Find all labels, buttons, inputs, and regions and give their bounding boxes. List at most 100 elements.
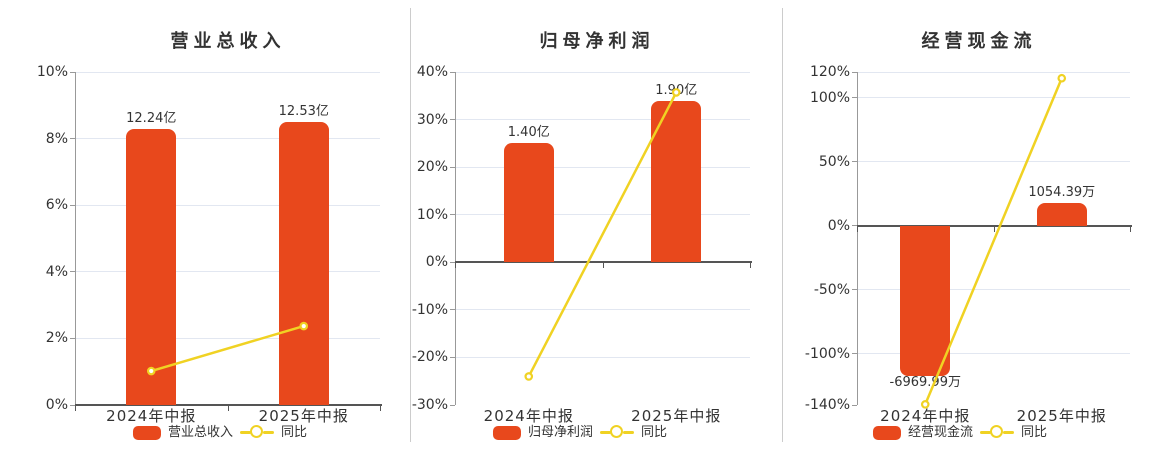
y-axis-tick-label: -100%	[804, 345, 850, 362]
y-axis-tick-label: 10%	[416, 206, 448, 223]
y-axis-tick-label: -50%	[813, 281, 850, 298]
y-axis-tick	[852, 353, 857, 355]
bar-value-label: -6969.99万	[889, 374, 961, 390]
x-axis-tick	[455, 263, 456, 269]
y-axis-tick	[70, 271, 75, 273]
yoy-line-marker	[146, 366, 156, 376]
y-axis-line	[857, 72, 858, 405]
yoy-line	[527, 91, 678, 378]
legend-line-marker[interactable]	[600, 425, 634, 440]
legend: 经营现金流 同比	[872, 425, 1048, 440]
y-axis-line	[75, 72, 76, 405]
y-axis-tick	[450, 214, 455, 216]
legend: 营业总收入 同比	[132, 425, 308, 440]
gridline	[455, 356, 750, 358]
y-axis-tick	[70, 138, 75, 140]
bar	[503, 143, 554, 263]
x-axis-category-label: 2024年中报	[880, 407, 971, 425]
y-axis-tick	[450, 356, 455, 358]
chart-title: 营业总收入	[170, 30, 286, 52]
y-axis-tick	[70, 71, 75, 73]
legend: 归母净利润 同比	[492, 425, 668, 440]
y-axis-tick-label: 8%	[45, 130, 68, 147]
x-axis-zero-line	[857, 224, 1132, 227]
x-axis-tick	[993, 226, 995, 232]
yoy-line-marker	[920, 400, 930, 409]
legend-line-marker[interactable]	[240, 425, 274, 440]
x-axis-tick	[75, 406, 76, 411]
bar-value-label: 1.40亿	[507, 125, 550, 141]
x-axis-zero-line	[75, 404, 382, 406]
x-axis-tick	[750, 263, 751, 269]
gridline	[857, 353, 1130, 355]
y-axis-tick	[852, 71, 857, 73]
gridline	[857, 97, 1130, 99]
legend-line-label[interactable]: 同比	[641, 425, 668, 440]
bar-value-label: 1.90亿	[655, 82, 698, 98]
yoy-line-marker	[1057, 73, 1067, 83]
gridline	[75, 71, 380, 73]
x-axis-category-label: 2025年中报	[258, 407, 349, 425]
bar	[651, 100, 702, 263]
yoy-line	[150, 324, 305, 373]
bar-value-label: 12.53亿	[278, 103, 329, 119]
legend-bar-label[interactable]: 归母净利润	[527, 425, 593, 440]
y-axis-tick-label: 50%	[818, 153, 850, 170]
yoy-line	[924, 77, 1063, 405]
y-axis-tick-label: 0%	[425, 254, 448, 271]
bar-value-label: 1054.39万	[1028, 185, 1096, 201]
legend-line-label[interactable]: 同比	[281, 425, 308, 440]
x-axis-zero-line	[455, 261, 752, 264]
bar	[900, 225, 951, 376]
chart-title: 归母净利润	[539, 30, 655, 52]
x-axis-tick	[1130, 226, 1131, 232]
y-axis-tick-label: 30%	[416, 111, 448, 128]
gridline	[455, 119, 750, 121]
y-axis-tick	[450, 309, 455, 311]
y-axis-tick	[450, 119, 455, 121]
legend-bar-label[interactable]: 营业总收入	[167, 425, 233, 440]
yoy-line-marker	[524, 372, 534, 381]
y-axis-tick-label: -30%	[411, 397, 448, 413]
y-axis-tick-label: -10%	[411, 301, 448, 318]
gridline	[455, 71, 750, 73]
legend-bar-swatch[interactable]	[872, 425, 901, 440]
bar	[278, 121, 329, 405]
legend-bar-swatch[interactable]	[492, 425, 521, 440]
y-axis-tick	[852, 97, 857, 99]
gridline	[455, 166, 750, 168]
y-axis-tick-label: 120%	[809, 64, 850, 80]
legend-line-label[interactable]: 同比	[1021, 425, 1048, 440]
chart-title: 经营现金流	[921, 30, 1037, 52]
y-axis-tick-label: 20%	[416, 159, 448, 176]
y-axis-tick-label: -140%	[804, 397, 850, 413]
legend-bar-label[interactable]: 经营现金流	[907, 425, 973, 440]
gridline	[455, 214, 750, 216]
y-axis-tick	[450, 404, 455, 406]
y-axis-tick-label: 0%	[827, 217, 850, 234]
y-axis-tick-label: 6%	[45, 197, 68, 214]
y-axis-tick-label: -20%	[411, 349, 448, 366]
bar	[1036, 203, 1087, 226]
y-axis-tick-label: 40%	[416, 64, 448, 80]
y-axis-tick-label: 10%	[36, 64, 68, 80]
gridline	[75, 204, 380, 206]
y-axis-tick-label: 100%	[809, 89, 850, 106]
y-axis-tick	[70, 337, 75, 339]
x-axis-tick	[602, 263, 604, 269]
legend-bar-swatch[interactable]	[132, 425, 161, 440]
legend-line-marker[interactable]	[980, 425, 1014, 440]
y-axis-tick	[450, 166, 455, 168]
x-axis-category-label: 2025年中报	[631, 407, 722, 425]
y-axis-line	[455, 72, 456, 405]
y-axis-tick	[70, 404, 75, 406]
y-axis-tick	[70, 204, 75, 206]
yoy-line-marker	[671, 88, 681, 97]
y-axis-tick	[852, 225, 857, 227]
gridline	[455, 309, 750, 311]
y-axis-tick	[852, 404, 857, 406]
gridline	[857, 289, 1130, 291]
